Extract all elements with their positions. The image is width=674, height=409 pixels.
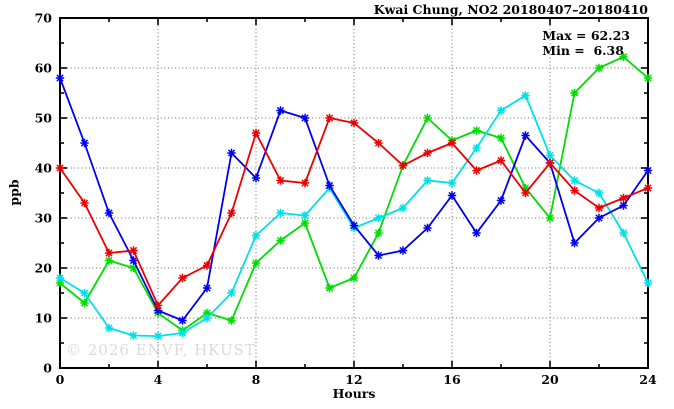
grid-lines: [60, 18, 648, 368]
svg-text:40: 40: [35, 161, 53, 176]
svg-text:12: 12: [345, 372, 362, 387]
svg-text:10: 10: [35, 311, 53, 326]
y-tick-labels: 0 10 20 30 40 50 60 70: [35, 11, 53, 376]
svg-text:20: 20: [541, 372, 559, 387]
svg-text:70: 70: [35, 11, 53, 26]
svg-text:30: 30: [35, 211, 53, 226]
watermark: © 2026 ENVF, HKUST: [66, 341, 256, 359]
svg-text:50: 50: [35, 111, 53, 126]
plot-frame: [59, 17, 649, 369]
svg-text:8: 8: [252, 372, 261, 387]
svg-text:4: 4: [154, 372, 163, 387]
svg-text:0: 0: [56, 372, 65, 387]
red-line-markers: [55, 113, 653, 310]
blue-line-markers: [55, 73, 653, 325]
series-blue-line: [55, 73, 653, 325]
svg-text:24: 24: [639, 372, 657, 387]
x-tick-labels: 0 4 8 12 16 20 24: [56, 372, 657, 387]
max-min-annotation: Max = 62.23 Min = 6.38: [542, 28, 630, 58]
svg-text:0: 0: [43, 361, 52, 376]
max-annotation: Max = 62.23: [542, 28, 630, 43]
series-red-line: [55, 113, 653, 310]
cyan-line: [59, 94, 649, 338]
min-annotation: Min = 6.38: [542, 43, 624, 58]
svg-text:60: 60: [35, 61, 53, 76]
x-axis-label: Hours: [332, 386, 376, 401]
svg-text:20: 20: [35, 261, 53, 276]
chart-title: Kwai Chung, NO2 20180407–20180410: [373, 2, 648, 17]
svg-text:16: 16: [443, 372, 461, 387]
